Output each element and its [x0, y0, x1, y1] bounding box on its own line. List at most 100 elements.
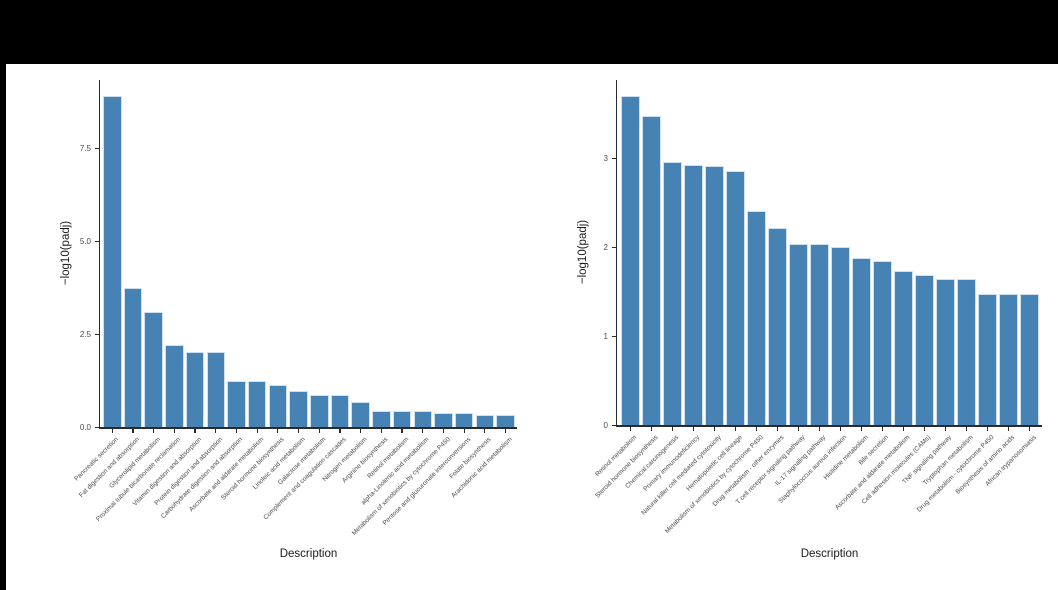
- bar: [268, 384, 288, 427]
- bar: [434, 413, 453, 427]
- y-tick-mark: [94, 426, 99, 428]
- y-tick-label: 0.0: [79, 422, 91, 432]
- bar: [351, 402, 370, 427]
- y-tick-label: 0: [603, 420, 608, 430]
- y-tick-mark: [611, 246, 616, 248]
- bar: [789, 244, 808, 425]
- y-tick-label: 1: [603, 331, 608, 341]
- x-tick-mark: [297, 428, 300, 433]
- bar: [831, 247, 850, 425]
- x-tick-mark: [235, 428, 238, 433]
- y-tick-label: 2.5: [79, 329, 91, 339]
- bar: [873, 261, 892, 425]
- bar: [936, 279, 955, 425]
- bar: [330, 395, 350, 427]
- x-tick-mark: [504, 428, 507, 433]
- bar: [663, 162, 682, 425]
- bar: [999, 294, 1018, 425]
- x-tick-mark: [1007, 426, 1010, 431]
- bar: [642, 116, 661, 425]
- bar: [978, 294, 997, 425]
- x-tick-mark: [839, 426, 842, 431]
- top-black-band: [0, 0, 1058, 64]
- y-tick-label: 5.0: [79, 236, 91, 246]
- y-tick-mark: [94, 333, 99, 335]
- x-tick-mark: [671, 426, 674, 431]
- bar: [894, 271, 913, 425]
- bar: [310, 395, 329, 427]
- bar: [747, 211, 766, 425]
- x-tick-mark: [923, 426, 926, 431]
- x-tick-mark: [692, 426, 695, 431]
- y-tick-label: 2: [603, 242, 608, 252]
- x-tick-mark: [422, 428, 424, 433]
- x-tick-mark: [318, 428, 320, 433]
- x-tick-mark: [484, 428, 486, 433]
- bar: [621, 95, 640, 425]
- y-tick-mark: [611, 424, 616, 426]
- x-tick-label: Drug metabolism - cytochrome P450: [915, 434, 996, 514]
- bar: [852, 257, 871, 425]
- x-tick-mark: [401, 428, 403, 433]
- x-tick-mark: [215, 428, 217, 433]
- x-tick-mark: [339, 428, 341, 433]
- bar: [768, 228, 787, 425]
- y-tick-label: 3: [603, 153, 608, 163]
- x-tick-mark: [734, 426, 737, 431]
- x-tick-mark: [860, 426, 863, 431]
- bar: [247, 380, 267, 427]
- bar: [810, 244, 829, 425]
- x-tick-mark: [986, 426, 989, 431]
- y-tick-mark: [611, 335, 616, 337]
- x-tick-mark: [650, 426, 653, 431]
- y-axis-line: [615, 80, 617, 427]
- x-tick-mark: [818, 426, 821, 431]
- x-tick-mark: [111, 428, 113, 433]
- y-tick-mark: [94, 147, 99, 149]
- x-tick-mark: [965, 426, 968, 431]
- y-tick-label: 7.5: [79, 143, 91, 153]
- x-tick-mark: [797, 426, 800, 431]
- bar: [227, 380, 246, 427]
- bar: [372, 411, 391, 427]
- bar: [1020, 294, 1039, 425]
- bar: [957, 279, 976, 425]
- left-black-band: [0, 0, 6, 590]
- bar: [454, 413, 474, 427]
- x-tick-mark: [442, 428, 445, 433]
- bar: [206, 351, 225, 427]
- bar: [496, 415, 515, 427]
- x-tick-mark: [755, 426, 758, 431]
- x-tick-mark: [713, 426, 716, 431]
- x-tick-mark: [360, 428, 362, 433]
- x-axis-title: Description: [279, 548, 338, 560]
- x-tick-mark: [194, 428, 196, 433]
- x-axis-line: [615, 425, 1042, 427]
- x-tick-mark: [153, 428, 155, 433]
- y-axis-title: −log10(padj): [577, 219, 589, 284]
- x-tick-mark: [173, 428, 175, 433]
- x-tick-mark: [944, 426, 947, 431]
- x-axis-line: [98, 427, 517, 429]
- y-tick-mark: [94, 240, 99, 242]
- x-tick-mark: [902, 426, 905, 431]
- bar: [475, 415, 495, 427]
- x-axis-title: Description: [800, 548, 859, 560]
- x-tick-mark: [1028, 426, 1031, 431]
- bar: [726, 171, 745, 425]
- bar: [915, 274, 934, 425]
- x-tick-mark: [776, 426, 779, 431]
- x-tick-mark: [463, 428, 465, 433]
- bar: [289, 390, 308, 427]
- bar: [165, 345, 184, 427]
- bar: [123, 287, 143, 427]
- x-tick-mark: [881, 426, 884, 431]
- y-axis-line: [98, 80, 100, 429]
- x-tick-mark: [256, 428, 258, 433]
- bar: [103, 95, 122, 427]
- bar: [144, 311, 163, 427]
- bar: [684, 165, 703, 425]
